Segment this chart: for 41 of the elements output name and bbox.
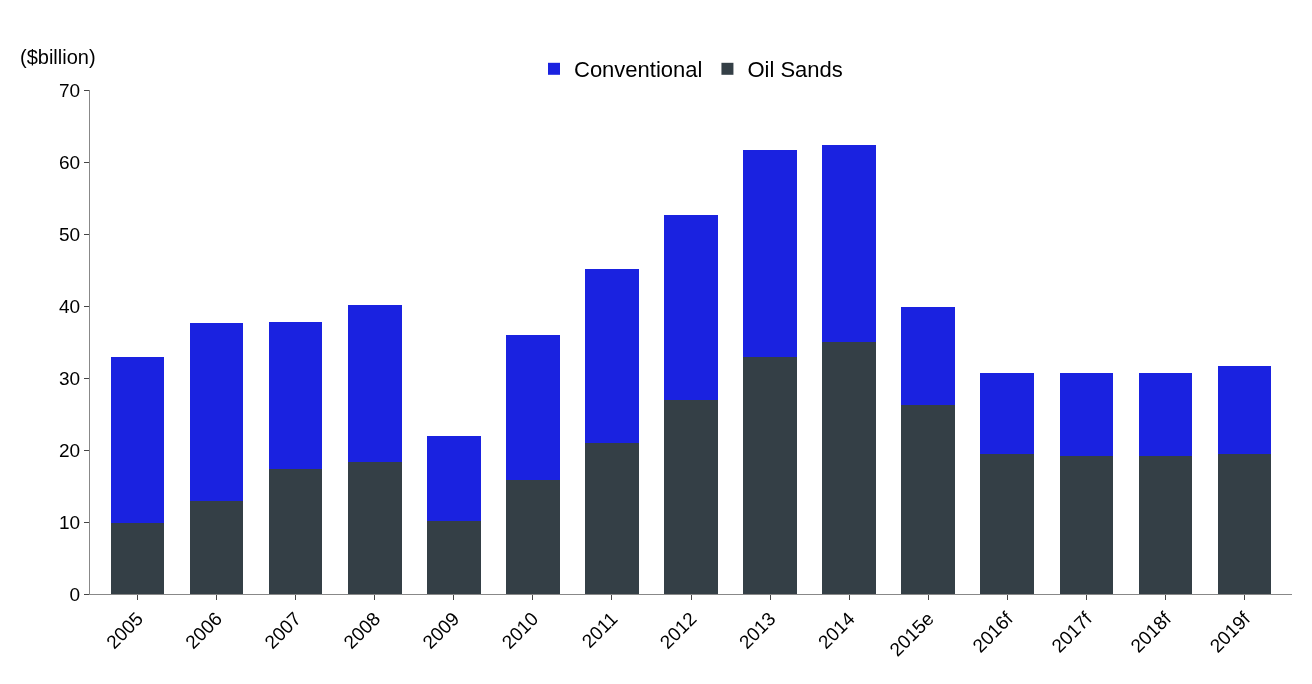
bar <box>664 400 718 594</box>
bar <box>426 520 481 594</box>
legend-label: Conventional <box>574 57 703 83</box>
bar <box>1217 365 1272 454</box>
bar <box>268 468 323 594</box>
bar <box>822 144 877 342</box>
bar <box>585 268 639 443</box>
bar <box>980 453 1035 594</box>
bar <box>901 404 956 594</box>
y-tick-label: 50 <box>59 223 81 245</box>
y-tick-label: 0 <box>69 583 81 605</box>
bar <box>347 305 402 463</box>
bar <box>426 436 481 521</box>
bar <box>585 442 639 594</box>
bar <box>743 357 797 594</box>
bar <box>110 523 165 594</box>
bar <box>822 342 877 594</box>
bar <box>268 321 323 469</box>
y-tick-label: 30 <box>59 367 81 389</box>
bar <box>901 307 956 405</box>
bar <box>347 462 402 594</box>
y-tick-label: 70 <box>59 79 81 101</box>
bar <box>1059 372 1114 457</box>
bar <box>505 334 560 480</box>
bar <box>1217 453 1272 594</box>
y-tick-label: 60 <box>59 151 81 173</box>
bar <box>664 215 718 401</box>
bar <box>189 323 244 502</box>
bar <box>1059 456 1114 594</box>
bar <box>1138 456 1193 594</box>
bar <box>1138 372 1193 457</box>
legend-label: Oil Sands <box>747 57 843 83</box>
y-tick-label: 20 <box>59 439 81 461</box>
y-axis-title: ($billion) <box>20 46 96 68</box>
y-tick-label: 40 <box>59 295 81 317</box>
bar <box>189 501 244 594</box>
bar <box>743 149 797 358</box>
bar <box>980 372 1035 454</box>
y-tick-label: 10 <box>59 511 81 533</box>
bar <box>110 357 165 524</box>
bar <box>505 479 560 594</box>
